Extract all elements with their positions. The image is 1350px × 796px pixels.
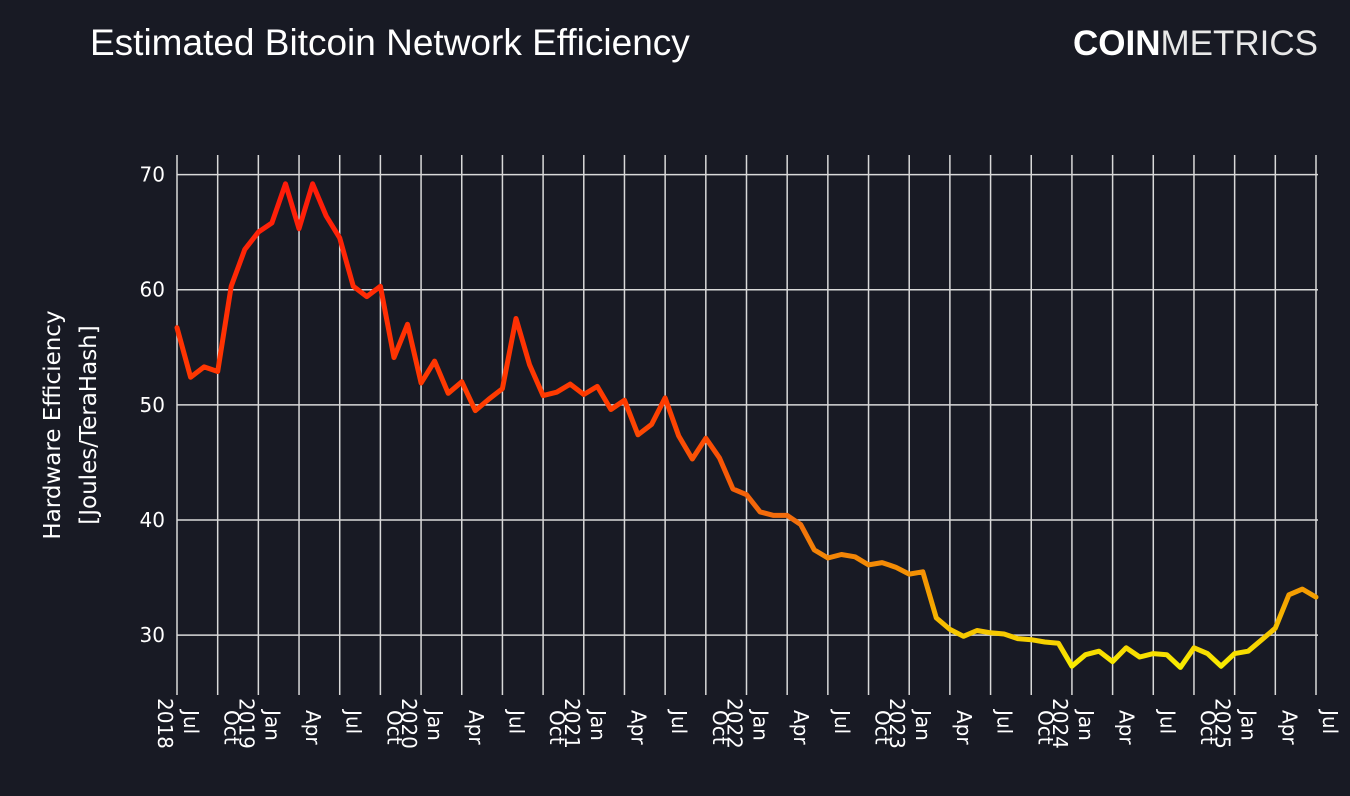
y-tick-label: 40: [140, 508, 165, 532]
x-tick-label: Jan2025: [1211, 698, 1261, 749]
x-tick-label: Jan2019: [234, 698, 284, 749]
x-tick-label: Apr: [1115, 710, 1139, 745]
x-tick-label: Apr: [952, 710, 976, 745]
y-tick-label: 70: [140, 163, 165, 187]
x-tick-label: Jan2022: [723, 698, 773, 749]
x-tick-label: Apr: [464, 710, 488, 745]
x-tick-label: Apr: [789, 710, 813, 745]
x-tick-label: Jul: [993, 708, 1017, 734]
grid: [176, 155, 1318, 695]
x-tick-label: Jul: [504, 708, 528, 734]
x-tick-label: Jul2018: [153, 698, 203, 749]
x-tick-label: Jan2020: [397, 698, 447, 749]
x-tick-label: Oct: [871, 710, 895, 745]
logo: COINMETRICS: [1073, 24, 1318, 63]
y-tick-label: 60: [140, 278, 165, 302]
x-tick-label: Jul: [1155, 708, 1179, 734]
x-tick-label: Oct: [382, 710, 406, 745]
x-tick-label: Oct: [708, 710, 732, 745]
x-tick-label: Jan2024: [1048, 698, 1098, 749]
x-tick-label: Jul: [830, 708, 854, 734]
x-tick-label: Oct: [1033, 710, 1057, 745]
chart-title: Estimated Bitcoin Network Efficiency: [90, 22, 690, 63]
x-tick-label: Jan2023: [885, 698, 935, 749]
x-tick-label: Apr: [301, 710, 325, 745]
logo-light: METRICS: [1161, 24, 1319, 63]
y-axis-label: [Joules/TeraHash]: [76, 325, 102, 524]
y-tick-label: 50: [140, 393, 165, 417]
line: [174, 181, 1319, 670]
y-tick-label: 30: [140, 623, 165, 647]
x-tick-label: Jul: [342, 708, 366, 734]
x-tick-label: Jan2021: [560, 698, 610, 749]
x-tick-label: Jul: [1318, 708, 1342, 734]
x-tick-label: Oct: [1196, 710, 1220, 745]
x-tick-label: Oct: [545, 710, 569, 745]
plot: [174, 181, 1319, 670]
logo-bold: COIN: [1073, 24, 1161, 63]
x-tick-label: Jul: [667, 708, 691, 734]
y-axis-label: Hardware Efficiency: [40, 310, 66, 539]
x-tick-label: Apr: [626, 710, 650, 745]
x-tick-label: Oct: [220, 710, 244, 745]
x-tick-label: Apr: [1277, 710, 1301, 745]
